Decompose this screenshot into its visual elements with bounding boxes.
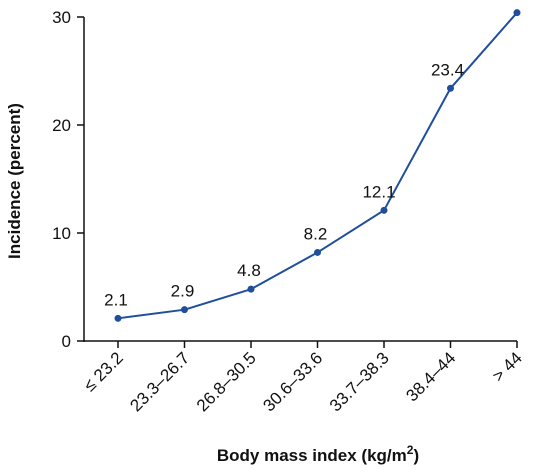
y-axis-title: Incidence (percent) (5, 103, 24, 259)
x-axis-title: Body mass index (kg/m2) (217, 443, 419, 465)
y-tick-label: 0 (62, 332, 71, 351)
y-tick-label: 10 (52, 224, 71, 243)
x-tick-label: > 44 (489, 348, 526, 385)
y-tick-label: 20 (52, 116, 71, 135)
data-label: 4.8 (237, 261, 261, 280)
data-point (314, 248, 321, 256)
data-label: 8.2 (304, 224, 328, 243)
x-tick-label: 33.7–38.3 (326, 348, 393, 415)
x-tick-label: 23.3–26.7 (126, 348, 193, 415)
series-incidence: 2.1 2.9 4.8 8.2 12.1 23.4 30.4 (104, 0, 521, 322)
x-tick-label: ≤ 23.2 (80, 348, 127, 395)
data-point (247, 285, 255, 293)
x-axis-title-superscript: 2 (407, 443, 414, 457)
data-label: 23.4 (431, 60, 464, 79)
data-label: 2.1 (104, 290, 128, 309)
data-label: 2.9 (171, 282, 195, 301)
x-tick-label: 30.6–33.6 (259, 348, 326, 415)
series-line (117, 12, 518, 320)
data-point (447, 84, 454, 92)
data-point (513, 9, 521, 17)
x-tick-label: 26.8–30.5 (193, 348, 260, 415)
y-axis: 0 10 20 30 (52, 8, 85, 351)
data-point (114, 314, 122, 322)
data-label: 30.4 (482, 0, 515, 4)
y-tick-label: 30 (52, 8, 71, 27)
data-point (181, 306, 188, 314)
x-tick-label: 38.4–44 (402, 348, 459, 405)
data-label: 12.1 (362, 182, 395, 201)
data-point (380, 206, 388, 214)
x-axis: ≤ 23.2 23.3–26.7 26.8–30.5 30.6–33.6 33.7–38… (80, 340, 526, 415)
